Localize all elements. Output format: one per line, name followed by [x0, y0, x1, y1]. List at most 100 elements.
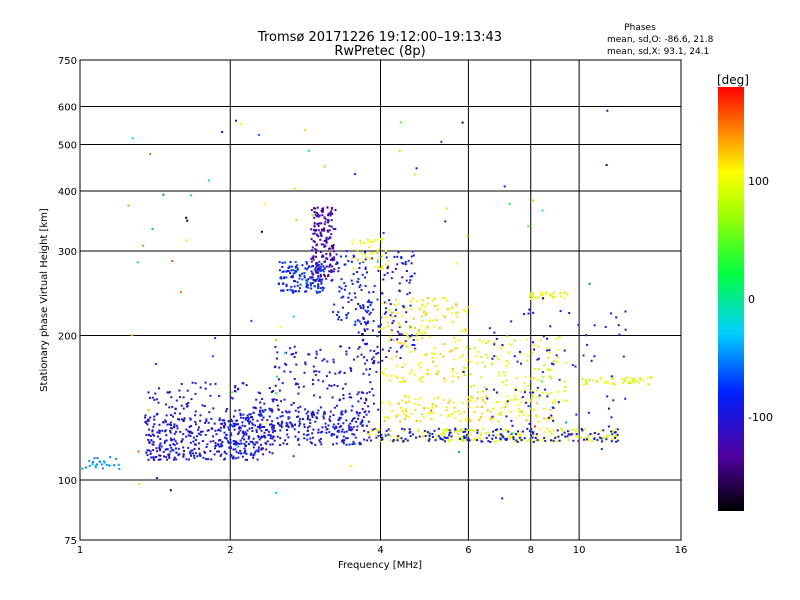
data-point	[399, 342, 402, 345]
data-point	[355, 420, 358, 423]
data-point	[260, 435, 263, 438]
data-point	[285, 283, 288, 286]
data-point	[311, 436, 314, 439]
y-tick-label-75: 75	[64, 536, 77, 547]
data-point	[471, 429, 474, 432]
data-point	[254, 406, 257, 409]
data-point	[366, 238, 369, 241]
data-point	[387, 433, 390, 436]
data-point	[376, 298, 379, 301]
data-point	[292, 315, 295, 318]
data-point	[319, 265, 322, 268]
data-point	[136, 261, 139, 264]
data-point	[518, 410, 521, 413]
data-point	[268, 430, 270, 433]
data-point	[410, 262, 413, 265]
data-point	[275, 399, 278, 401]
data-point	[307, 149, 310, 152]
data-point	[321, 426, 324, 429]
data-point	[528, 422, 531, 425]
data-point	[433, 429, 436, 432]
data-point	[555, 435, 558, 438]
data-point	[426, 434, 429, 437]
data-point	[266, 419, 269, 422]
data-point	[566, 430, 569, 433]
data-point	[194, 382, 197, 385]
data-point	[516, 441, 519, 443]
data-point	[257, 391, 260, 394]
data-point	[320, 222, 323, 225]
data-point	[271, 443, 274, 446]
data-point	[190, 194, 193, 197]
data-point	[558, 439, 561, 442]
data-point	[447, 440, 450, 443]
data-point	[345, 250, 348, 253]
data-point	[310, 260, 313, 263]
data-point	[411, 297, 414, 300]
data-point	[331, 396, 334, 399]
data-point	[607, 425, 610, 428]
data-point	[397, 322, 400, 325]
data-point	[323, 223, 326, 226]
data-point	[409, 351, 412, 354]
data-point	[291, 425, 294, 428]
data-point	[382, 327, 385, 329]
data-point	[186, 219, 189, 222]
data-point	[531, 436, 534, 439]
data-point	[347, 312, 350, 315]
data-point	[204, 387, 207, 390]
data-point	[373, 427, 376, 430]
data-point	[223, 426, 225, 429]
data-point	[585, 334, 588, 337]
data-point	[174, 440, 177, 443]
data-point	[292, 455, 295, 458]
data-point	[534, 435, 537, 438]
data-point	[450, 439, 453, 441]
data-point	[318, 268, 321, 271]
data-point	[323, 268, 326, 271]
data-point	[313, 216, 316, 219]
data-point	[404, 417, 406, 420]
data-point	[585, 383, 587, 386]
data-point	[442, 355, 445, 358]
data-point	[282, 289, 285, 292]
data-point	[322, 417, 325, 420]
data-point	[407, 337, 410, 340]
data-point	[192, 436, 195, 439]
data-point	[499, 434, 502, 437]
data-point	[477, 351, 480, 354]
data-point	[158, 387, 160, 390]
data-point	[431, 352, 434, 355]
data-point	[297, 386, 300, 389]
data-point	[151, 433, 154, 436]
data-point	[182, 396, 185, 399]
data-point	[442, 438, 444, 441]
data-point	[336, 385, 339, 387]
y-tick-label-300: 300	[58, 247, 77, 258]
data-point	[468, 405, 471, 408]
data-point	[370, 251, 373, 254]
data-point	[234, 390, 236, 392]
data-point	[367, 405, 370, 408]
data-point	[316, 272, 319, 274]
data-point	[397, 414, 400, 416]
data-point	[197, 442, 200, 445]
data-point	[261, 398, 264, 400]
data-point	[118, 467, 121, 470]
data-point	[301, 278, 304, 281]
data-point	[362, 372, 365, 375]
data-point	[360, 397, 362, 400]
data-point	[255, 441, 258, 444]
data-point	[359, 284, 362, 287]
data-point	[313, 285, 316, 288]
data-point	[369, 349, 372, 352]
data-point	[213, 453, 216, 456]
data-point	[404, 395, 407, 398]
data-point	[383, 274, 386, 277]
data-point	[583, 438, 585, 441]
data-point	[368, 410, 370, 413]
data-point	[462, 401, 465, 404]
data-point	[256, 419, 259, 422]
data-point	[271, 428, 274, 431]
data-point	[360, 353, 363, 356]
